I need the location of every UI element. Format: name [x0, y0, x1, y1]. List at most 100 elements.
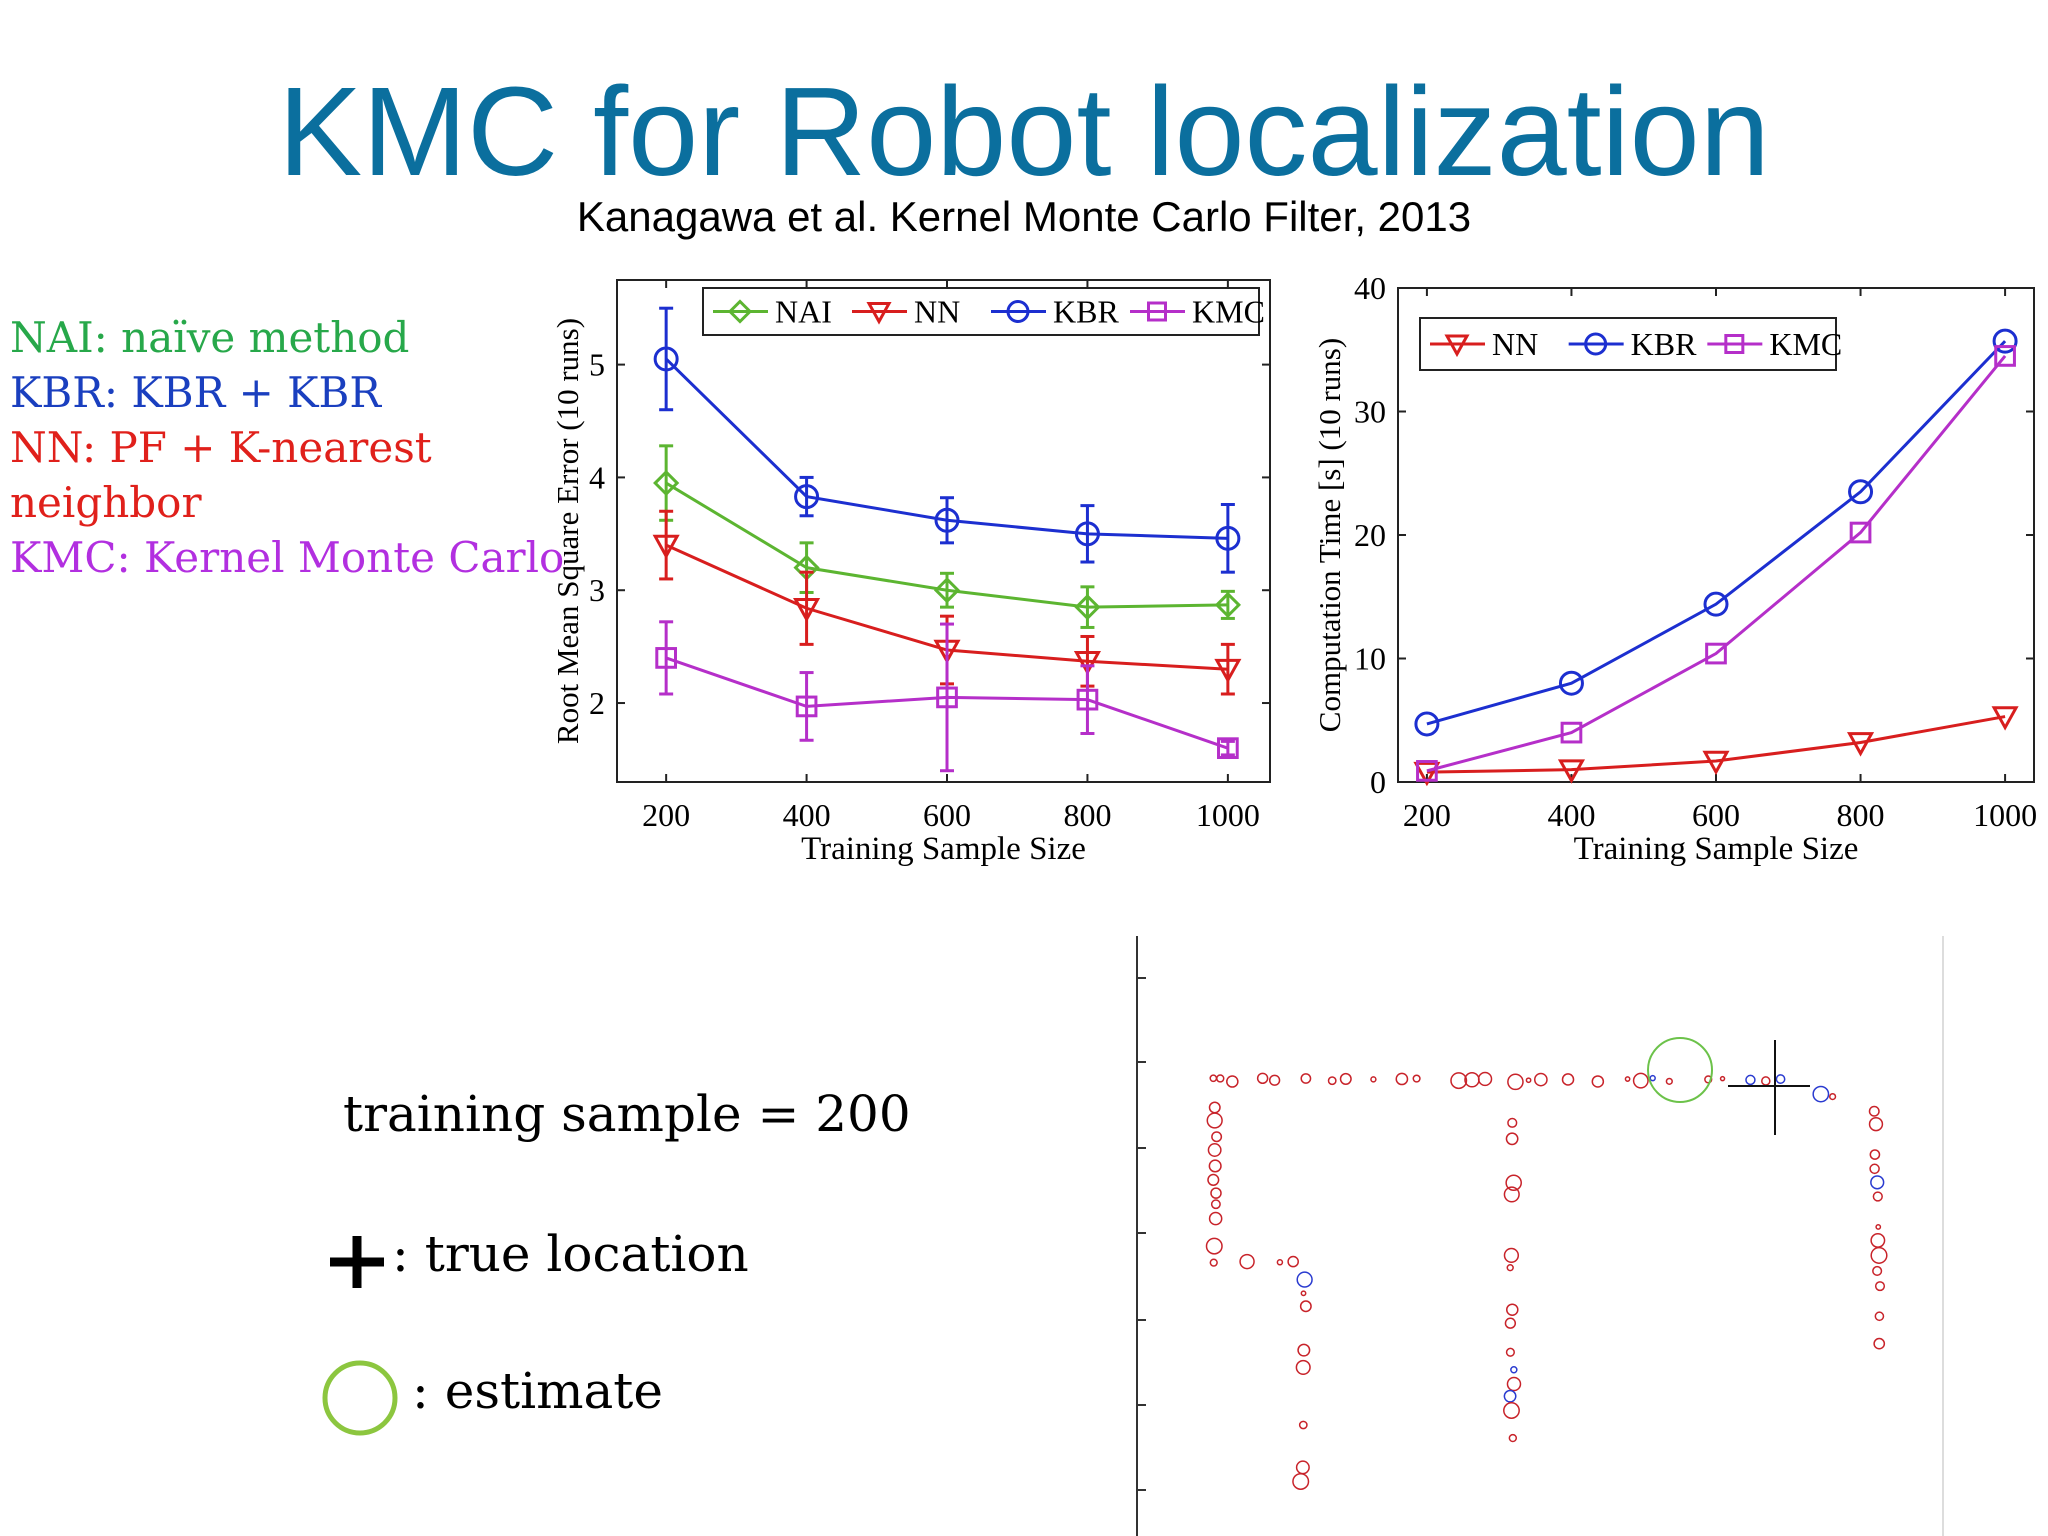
map-sample	[1510, 1366, 1518, 1374]
data-point-nn	[652, 534, 680, 560]
true-location-text: : true location	[392, 1225, 749, 1283]
method-legend: NAI: naïve method KBR: KBR + KBR NN: PF …	[10, 310, 564, 585]
data-point-kmc	[1849, 521, 1872, 544]
data-point-nn	[1557, 759, 1586, 784]
legend-label: KMC	[1769, 326, 1842, 362]
slide-subtitle: Kanagawa et al. Kernel Monte Carlo Filte…	[576, 193, 1472, 240]
data-point-kbr	[934, 507, 960, 533]
y-tick-label: 10	[1354, 641, 1386, 677]
x-tick-label: 400	[1547, 797, 1595, 833]
map-sample	[1525, 1077, 1532, 1084]
data-point-kmc	[1705, 642, 1727, 665]
data-point-kmc	[1217, 737, 1239, 760]
x-tick-label: 600	[923, 797, 971, 833]
legend-label: NN	[1492, 326, 1538, 362]
data-point-kmc	[1076, 688, 1099, 711]
map-sample	[1874, 1311, 1885, 1322]
method-nai: NAI: naïve method	[10, 313, 410, 362]
map-sample	[1209, 1258, 1218, 1267]
map-sample	[1868, 1116, 1884, 1132]
map-sample	[1226, 1075, 1239, 1088]
map-sample	[1761, 1076, 1771, 1086]
data-point-kmc	[795, 695, 818, 718]
method-nn-cont: neighbor	[10, 478, 202, 527]
map-sample	[1207, 1173, 1220, 1186]
x-tick-label: 800	[1837, 797, 1885, 833]
map-sample	[1870, 1232, 1886, 1248]
y-tick-label: 2	[589, 685, 605, 721]
legend-label: NAI	[775, 294, 832, 330]
map-sample	[1649, 1074, 1656, 1082]
map-sample	[1292, 1472, 1310, 1490]
map-sample	[1298, 1420, 1308, 1430]
chart-frame	[616, 279, 1271, 783]
data-point-kbr	[1414, 711, 1440, 737]
map-sample	[1477, 1071, 1493, 1087]
map-sample	[1210, 1199, 1221, 1210]
map-sample	[1211, 1131, 1223, 1143]
map-sample	[1505, 1174, 1522, 1192]
map-sample	[1209, 1074, 1218, 1083]
estimate-circle-icon	[322, 1360, 398, 1436]
legend-marker	[866, 302, 892, 325]
map-sample	[1503, 1389, 1517, 1403]
data-point-nn	[1702, 750, 1730, 776]
data-point-kbr	[1074, 521, 1100, 547]
data-point-nai	[653, 469, 680, 497]
map-sample	[1505, 1347, 1515, 1357]
data-point-nai	[933, 577, 961, 604]
map-sample	[1506, 1303, 1519, 1316]
map-sample	[1665, 1077, 1673, 1085]
map-sample	[1295, 1359, 1311, 1375]
legend-marker	[1444, 334, 1470, 358]
data-point-kmc	[936, 686, 958, 709]
map-sample	[1208, 1211, 1223, 1226]
map-sample	[1632, 1072, 1649, 1089]
map-sample	[1868, 1105, 1880, 1117]
y-tick-label: 20	[1354, 517, 1386, 553]
map-sample	[1508, 1433, 1518, 1443]
data-point-kmc	[1994, 345, 2016, 367]
map-sample	[1299, 1300, 1312, 1313]
y-tick-label: 3	[589, 572, 605, 608]
y-axis-label: Computation Time [s] (10 runs)	[1312, 338, 1347, 732]
map-sample	[1503, 1247, 1520, 1264]
map-sample	[1210, 1187, 1222, 1199]
map-sample	[1870, 1246, 1888, 1264]
map-sample	[1206, 1112, 1223, 1129]
map-sample	[1719, 1075, 1726, 1082]
map-sample	[1624, 1076, 1631, 1082]
y-tick-label: 30	[1354, 394, 1386, 430]
map-sample	[1561, 1073, 1575, 1086]
legend-marker	[1006, 300, 1030, 323]
legend-marker	[1584, 332, 1608, 356]
y-tick-label: 40	[1354, 270, 1386, 306]
data-point-kmc	[655, 647, 678, 669]
map-sample	[1506, 1376, 1522, 1392]
map-sample	[1276, 1259, 1284, 1266]
y-tick-label: 4	[589, 459, 605, 495]
map-sample	[1207, 1143, 1222, 1157]
legend-label: KMC	[1192, 294, 1265, 330]
data-point-nn	[793, 597, 821, 623]
method-kmc: KMC: Kernel Monte Carlo	[10, 533, 565, 582]
map-sample	[1287, 1255, 1299, 1268]
map-sample	[1208, 1101, 1221, 1114]
map-sample	[1239, 1253, 1255, 1270]
map-sample	[1395, 1072, 1409, 1086]
legend-label: NN	[914, 294, 960, 330]
map-sample	[1875, 1224, 1882, 1230]
map-sample	[1450, 1072, 1468, 1090]
data-point-kbr	[794, 484, 820, 510]
map-sample	[1873, 1337, 1886, 1350]
x-tick-label: 1000	[1973, 797, 2037, 833]
x-tick-label: 200	[1403, 797, 1451, 833]
data-point-nn	[1413, 761, 1441, 787]
legend-marker	[1724, 334, 1745, 354]
method-nn: NN: PF + K-nearest	[10, 423, 432, 472]
training-sample-text: training sample = 200	[343, 1085, 911, 1143]
data-point-kmc	[1416, 760, 1438, 782]
data-point-nn	[1991, 706, 2019, 731]
x-tick-label: 800	[1063, 797, 1111, 833]
map-sample	[1268, 1074, 1281, 1086]
